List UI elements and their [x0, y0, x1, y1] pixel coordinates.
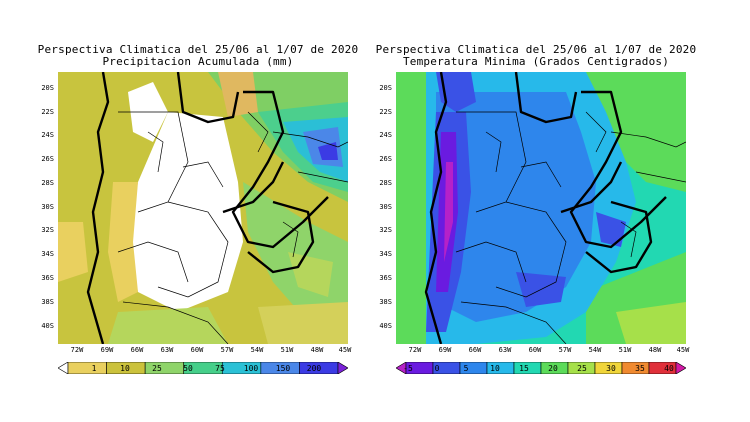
temp-lon-60w: 60W [528, 346, 542, 354]
precipitation-panel: Perspectiva Climatica del 25/06 al 1/07 … [28, 0, 388, 422]
precip-lon-72w: 72W [70, 346, 84, 354]
temp-lat-22s: 22S [379, 108, 392, 116]
temp-cb-label-20: 20 [548, 364, 558, 373]
precipitation-title: Perspectiva Climatica del 25/06 al 1/07 … [28, 44, 368, 68]
temp-lon-57w: 57W [558, 346, 572, 354]
precip-lon-66w: 66W [130, 346, 144, 354]
precip-cb-label-100: 100 [243, 364, 259, 373]
temp-lat-20s: 20S [379, 84, 392, 92]
temp-cb-label-10: 10 [490, 364, 500, 373]
precip-lat-40s: 40S [41, 322, 54, 330]
temp-lon-45w: 45W [676, 346, 690, 354]
temp-lat-38s: 38S [379, 298, 392, 306]
temp-lat-26s: 26S [379, 155, 392, 163]
precip-cb-label-1: 1 [91, 364, 97, 373]
temp-cb-label-35: 35 [635, 364, 645, 373]
temp-lon-69w: 69W [438, 346, 452, 354]
temp-lat-28s: 28S [379, 179, 392, 187]
precip-lon-57w: 57W [220, 346, 234, 354]
temp-lat-30s: 30S [379, 203, 392, 211]
precip-lat-32s: 32S [41, 226, 54, 234]
precip-lat-34s: 34S [41, 250, 54, 258]
temperature-panel: Perspectiva Climatica del 25/06 al 1/07 … [366, 0, 726, 422]
precip-lat-36s: 36S [41, 274, 54, 282]
precip-lat-38s: 38S [41, 298, 54, 306]
temperature-colorbar [396, 362, 686, 374]
temp-cb-label-15: 15 [519, 364, 529, 373]
precip-lat-30s: 30S [41, 203, 54, 211]
precip-cb-label-25: 25 [152, 364, 162, 373]
precip-cb-label-200: 200 [306, 364, 322, 373]
precip-colorbar-cap-right [337, 362, 348, 374]
temp-lon-66w: 66W [468, 346, 482, 354]
precip-lon-63w: 63W [160, 346, 174, 354]
precip-lat-26s: 26S [41, 155, 54, 163]
temperature-title-line1: Perspectiva Climatica del 25/06 al 1/07 … [375, 43, 697, 56]
precipitation-title-line2: Precipitacion Acumulada (mm) [102, 55, 294, 68]
temp-lon-54w: 54W [588, 346, 602, 354]
temperature-title-line2: Temperatura Minima (Grados Centigrados) [402, 55, 670, 68]
precip-lon-45w: 45W [338, 346, 352, 354]
temp-cb-label-5: 5 [463, 364, 469, 373]
temp-lat-34s: 34S [379, 250, 392, 258]
temp-lat-36s: 36S [379, 274, 392, 282]
temp-cb-label-25: 25 [577, 364, 587, 373]
precipitation-colorbar [58, 362, 348, 374]
precip-lat-20s: 20S [41, 84, 54, 92]
temp-lon-63w: 63W [498, 346, 512, 354]
precip-lat-22s: 22S [41, 108, 54, 116]
precip-colorbar-cap-left [58, 362, 69, 374]
temperature-map [396, 72, 686, 344]
precip-lon-54w: 54W [250, 346, 264, 354]
temp-cb-label-0: 0 [434, 364, 440, 373]
temp-lat-32s: 32S [379, 226, 392, 234]
temp-lat-24s: 24S [379, 131, 392, 139]
precip-cb-label-10: 10 [120, 364, 130, 373]
temperature-title: Perspectiva Climatica del 25/06 al 1/07 … [366, 44, 706, 68]
precip-lat-28s: 28S [41, 179, 54, 187]
precipitation-title-line1: Perspectiva Climatica del 25/06 al 1/07 … [37, 43, 359, 56]
temp-cb-label-m5: -5 [403, 364, 413, 373]
temp-lat-40s: 40S [379, 322, 392, 330]
precip-cb-label-75: 75 [215, 364, 225, 373]
precip-lon-60w: 60W [190, 346, 204, 354]
temp-cb-label-30: 30 [606, 364, 616, 373]
temp-cb-label-40: 40 [664, 364, 674, 373]
precip-lon-48w: 48W [310, 346, 324, 354]
precip-lon-69w: 69W [100, 346, 114, 354]
temp-lon-51w: 51W [618, 346, 632, 354]
precip-lon-51w: 51W [280, 346, 294, 354]
precip-lat-24s: 24S [41, 131, 54, 139]
temp-lon-72w: 72W [408, 346, 422, 354]
temp-lon-48w: 48W [648, 346, 662, 354]
precipitation-map [58, 72, 348, 344]
precip-cb-label-150: 150 [275, 364, 291, 373]
precip-cb-label-50: 50 [183, 364, 193, 373]
temp-colorbar-cap-right [675, 362, 686, 374]
